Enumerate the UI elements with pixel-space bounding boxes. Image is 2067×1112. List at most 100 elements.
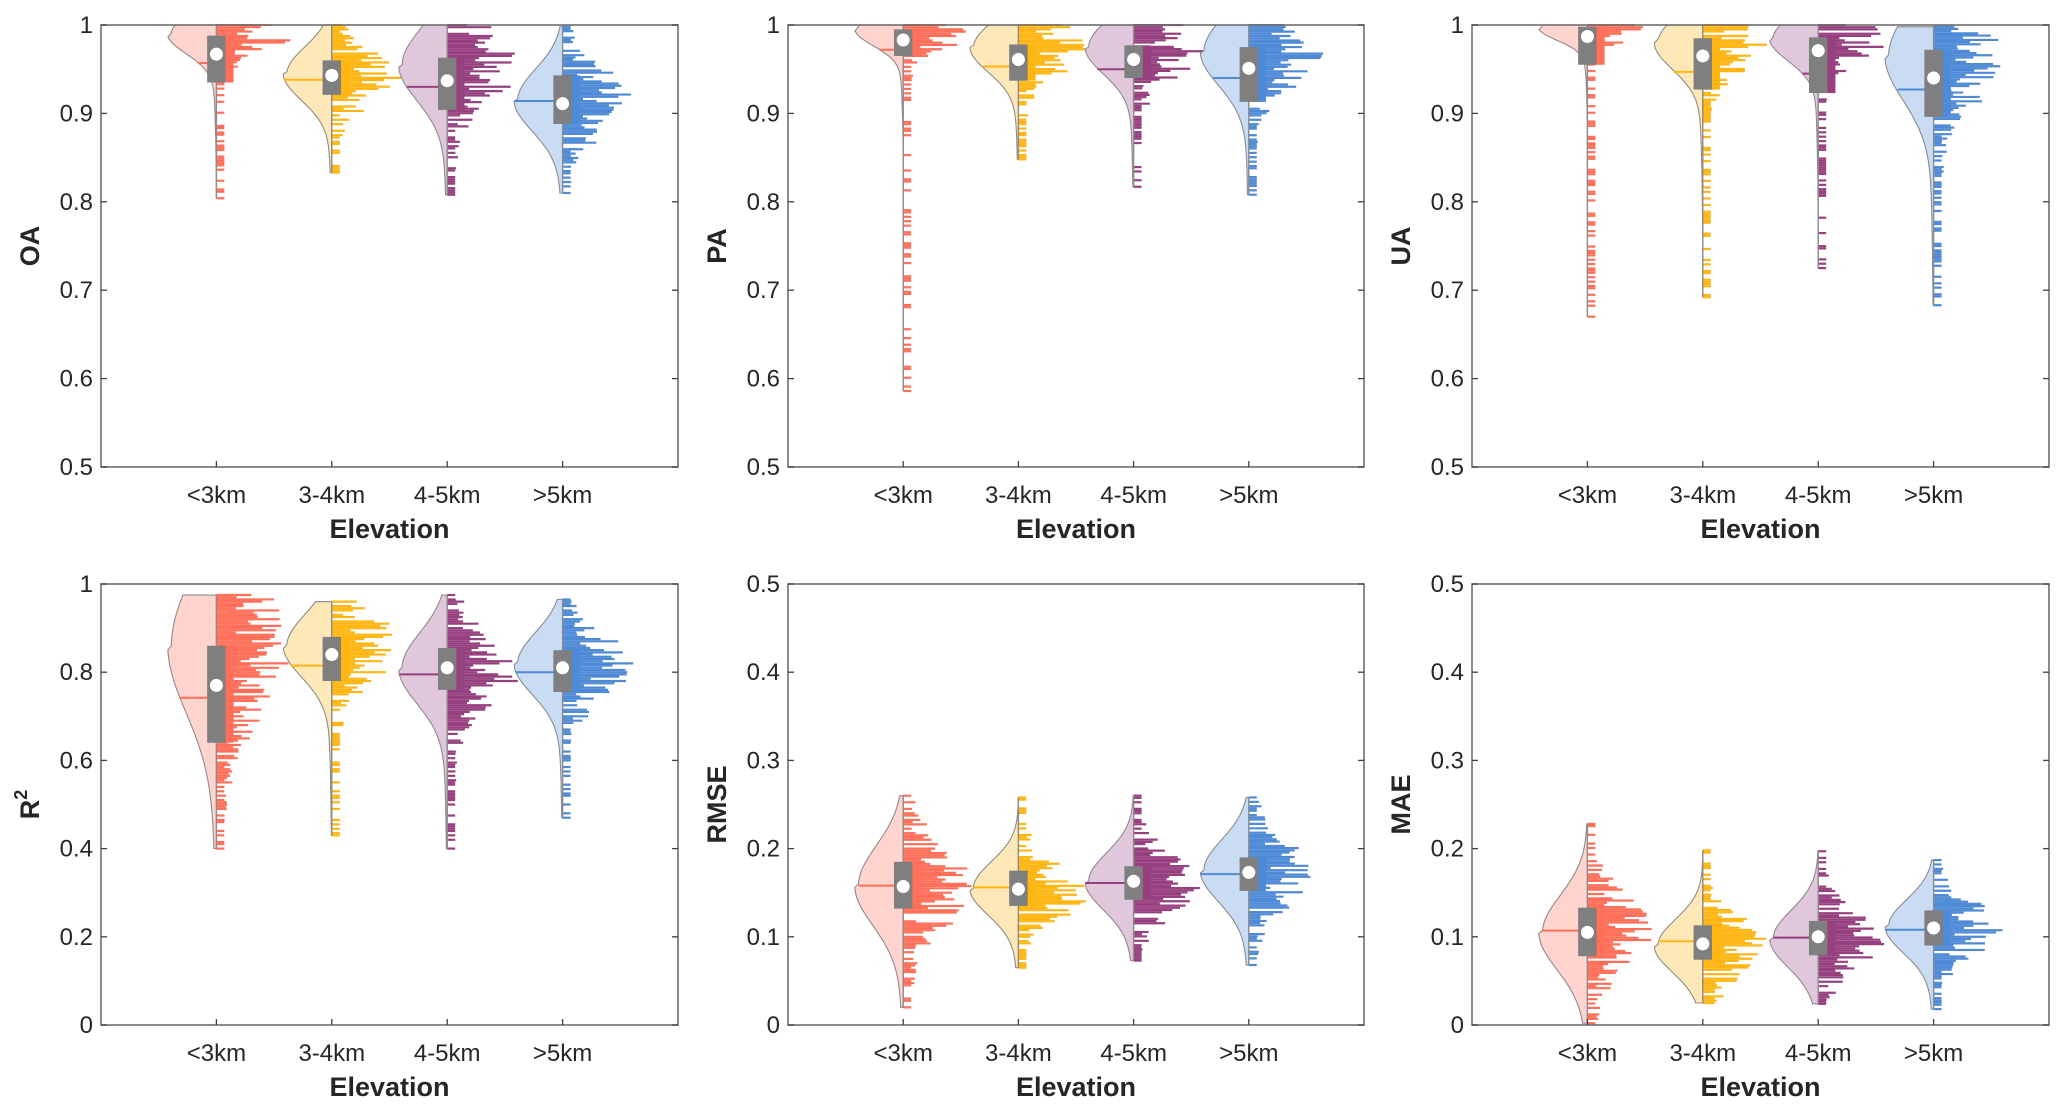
x-tick-label: 4-5km (414, 1040, 481, 1067)
y-tick-label: 0.8 (60, 189, 93, 216)
rain-bars-3 (562, 598, 634, 819)
axes-frame (1471, 24, 2050, 468)
chart-panel-pa: 0.5 0.6 0.7 0.8 0.9 1 <3km 3-4km 4-5km >5km Elevat… (702, 12, 1365, 544)
y-tick-label: 0.9 (60, 100, 93, 127)
x-tick-label: <3km (874, 1040, 933, 1067)
rain-bars-2 (1133, 794, 1200, 962)
violin-1 (969, 796, 1019, 969)
x-tick-label: >5km (533, 1040, 592, 1067)
y-tick-label: 0 (767, 1012, 780, 1039)
x-tick-label: 4-5km (1785, 482, 1852, 509)
mean-marker-1 (1696, 937, 1710, 951)
violin-0 (1538, 24, 1588, 317)
y-axis-title: MAE (1386, 775, 1416, 835)
mean-marker-3 (1927, 921, 1941, 935)
mean-marker-2 (1811, 930, 1825, 944)
mean-marker-0 (1580, 29, 1594, 43)
rain-bars-3 (1248, 796, 1311, 967)
x-tick-label: <3km (874, 482, 933, 509)
y-tick-label: 0.3 (747, 747, 780, 774)
violin-3 (1199, 24, 1250, 196)
x-tick-label: 3-4km (1669, 482, 1736, 509)
mean-marker-3 (1242, 865, 1256, 879)
mean-marker-1 (325, 648, 339, 662)
series-lt3km (1538, 822, 1652, 1025)
y-tick-label: 0.8 (60, 659, 93, 686)
x-tick-label: 4-5km (1785, 1040, 1852, 1067)
y-tick-label: 0.7 (747, 277, 780, 304)
series-3-4km (1653, 24, 1767, 299)
x-tick-label: >5km (1219, 482, 1278, 509)
mean-marker-2 (1127, 52, 1141, 66)
rain-bars-0 (903, 24, 966, 393)
y-tick-label: 0.6 (60, 747, 93, 774)
x-tick-label: >5km (1219, 1040, 1278, 1067)
series-gt5km (1199, 24, 1324, 196)
series-gt5km (1199, 796, 1311, 967)
y-axis-title: R2 (11, 790, 45, 820)
chart-panel-mae: 0 0.1 0.2 0.3 0.4 0.5 <3km 3-4km 4-5km >5km Elevat… (1386, 571, 2050, 1102)
x-tick-label: >5km (1904, 1040, 1963, 1067)
x-axis-title: Elevation (1016, 1072, 1136, 1102)
violin-1 (282, 24, 333, 174)
mean-marker-1 (1011, 52, 1025, 66)
violin-3 (1199, 796, 1250, 966)
series-3-4km (969, 24, 1091, 161)
rain-bars-1 (1702, 24, 1767, 299)
y-tick-label: 1 (1451, 12, 1464, 39)
violin-3 (513, 26, 564, 194)
y-tick-label: 0 (80, 1012, 93, 1039)
plot-area (167, 593, 634, 850)
rain-bars-2 (447, 24, 515, 196)
mean-marker-0 (896, 33, 910, 47)
x-axis-title: Elevation (1700, 514, 1820, 544)
x-tick-label: <3km (187, 1040, 246, 1067)
series-4-5km (1084, 24, 1207, 188)
y-tick-label: 0.9 (747, 100, 780, 127)
x-axis-title: Elevation (1016, 514, 1136, 544)
mean-marker-2 (440, 74, 454, 88)
x-tick-label: 4-5km (414, 482, 481, 509)
plot-area (1538, 822, 2003, 1025)
x-tick-label: >5km (533, 482, 592, 509)
y-tick-label: 0.5 (1431, 571, 1464, 598)
plot-area (854, 794, 1311, 1009)
axes-frame (787, 24, 1365, 468)
rain-bars-3 (562, 25, 632, 195)
x-tick-label: 3-4km (985, 482, 1052, 509)
series-gt5km (1884, 25, 2001, 307)
series-3-4km (969, 796, 1086, 969)
y-tick-label: 0.4 (747, 659, 780, 686)
rain-bars-3 (1933, 858, 2003, 1011)
plot-area (1538, 24, 2001, 318)
rain-bars-2 (447, 593, 518, 850)
rain-bars-0 (1587, 24, 1644, 318)
rain-bars-3 (1248, 24, 1324, 196)
mean-marker-3 (556, 97, 570, 111)
box-1 (1693, 38, 1713, 90)
violin-0 (1538, 823, 1588, 1024)
series-3-4km (282, 600, 393, 837)
mean-marker-2 (1811, 44, 1825, 58)
mean-marker-3 (556, 661, 570, 675)
chart-panel-ua: 0.5 0.6 0.7 0.8 0.9 1 <3km 3-4km 4-5km >5km Elevat… (1386, 12, 2050, 544)
rain-bars-2 (1818, 24, 1884, 270)
violin-3 (513, 598, 564, 819)
x-tick-label: 3-4km (298, 1040, 365, 1067)
mean-marker-0 (896, 880, 910, 894)
rain-bars-0 (1587, 822, 1652, 1025)
plot-area (167, 24, 632, 200)
series-3-4km (282, 24, 402, 174)
series-gt5km (513, 25, 632, 195)
x-axis-title: Elevation (329, 1072, 449, 1102)
rain-bars-0 (216, 593, 289, 850)
axes-frame (787, 583, 1365, 1026)
y-axis-title-base: R (15, 800, 45, 820)
mean-marker-3 (1242, 61, 1256, 75)
violin-2 (398, 594, 448, 850)
axes-frame (1471, 583, 2050, 1026)
y-tick-label: 0.3 (1431, 747, 1464, 774)
series-lt3km (854, 794, 972, 1009)
y-tick-label: 0.9 (1431, 100, 1464, 127)
chart-panel-rmse: 0 0.1 0.2 0.3 0.4 0.5 <3km 3-4km 4-5km >5km Elevat… (702, 571, 1365, 1102)
